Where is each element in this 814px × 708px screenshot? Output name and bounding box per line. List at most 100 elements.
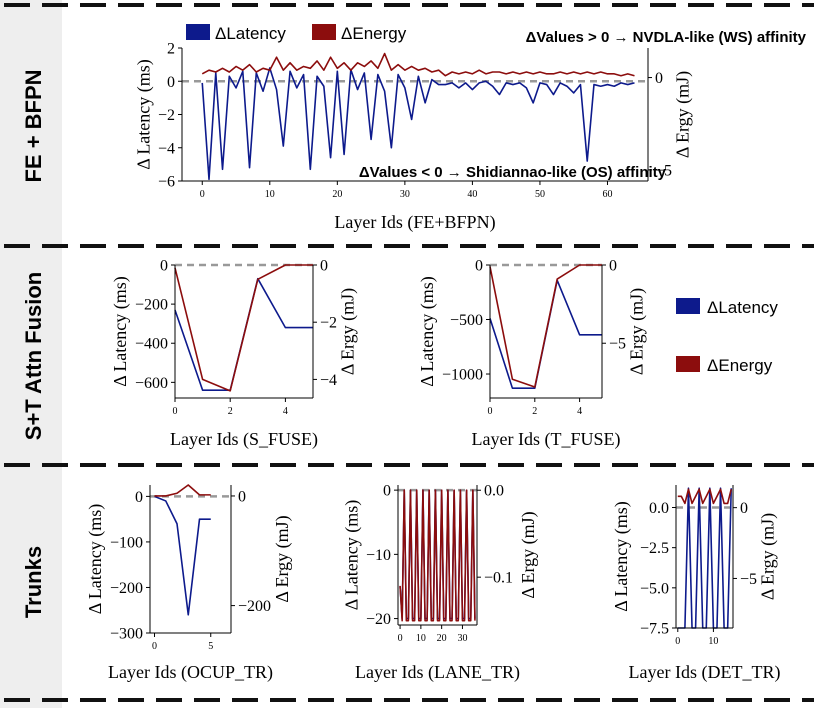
x-tick-label: 0 — [488, 406, 493, 417]
y-tick-label: 0 — [383, 483, 391, 500]
y-tick-label: 0.0 — [649, 500, 669, 517]
y-tick-label: 0 — [475, 258, 483, 275]
x-axis-label: Layer Ids (DET_TR) — [629, 662, 781, 683]
chart-t-fuse: 0 2 4 0 −500 −1000 0 −5 Layer Ids (T_FUSE) Δ Late… — [417, 258, 647, 451]
y2-tick-label: 0 — [609, 258, 617, 275]
y-tick-label: 2 — [167, 41, 175, 58]
y2-axis-label: Δ Ergy (mJ) — [518, 511, 539, 598]
x-tick-label: 40 — [467, 189, 477, 200]
y-tick-label: −1000 — [442, 367, 483, 384]
y-tick-label: −6 — [158, 174, 175, 191]
y2-tick-label: 0 — [740, 500, 748, 517]
chart-ocup-tr: 0 5 0 −100 −200 −300 0 −200 Layer Ids (OCUP_TR) Δ… — [85, 484, 293, 683]
y2-tick-label: −200 — [238, 598, 271, 615]
y-tick-label: −200 — [110, 580, 143, 597]
y2-tick-label: −5 — [740, 571, 757, 588]
x-tick-label: 30 — [400, 189, 410, 200]
y2-tick-label: −5 — [655, 162, 672, 179]
annotation-negative: ΔValues < 0 → Shidiannao-like (OS) affin… — [359, 164, 667, 181]
series-line-latency — [201, 67, 635, 181]
x-tick-label: 4 — [283, 406, 288, 417]
top-legend: ΔLatency ΔEnergy — [186, 24, 407, 43]
y-tick-label: −2.5 — [640, 540, 669, 557]
y2-axis-label: Δ Ergy (mJ) — [337, 288, 358, 375]
x-axis-label: Layer Ids (OCUP_TR) — [108, 662, 273, 683]
y2-axis-label: Δ Ergy (mJ) — [672, 71, 693, 158]
chart-lane-tr: 0 10 20 30 0 −10 −20 0.0 −0.1 Layer Ids (LANE_TR)… — [341, 483, 538, 683]
section-label-fe-bfpn: FE + BFPN — [21, 69, 46, 182]
y-axis-label: Δ Latency (ms) — [341, 500, 362, 611]
y2-axis-label: Δ Ergy (mJ) — [757, 513, 778, 600]
series-line-latency — [154, 495, 211, 616]
y2-tick-label: 0 — [655, 70, 663, 87]
x-tick-label: 10 — [416, 633, 426, 644]
x-tick-label: 30 — [457, 633, 467, 644]
annotation-positive: ΔValues > 0 → NVDLA-like (WS) affinity — [526, 29, 807, 46]
y2-axis-label: Δ Ergy (mJ) — [272, 515, 293, 602]
y-tick-label: −500 — [450, 312, 483, 329]
y-tick-label: −7.5 — [640, 621, 669, 638]
x-axis-label: Layer Ids (LANE_TR) — [355, 662, 520, 683]
x-axis-label: Layer Ids (FE+BFPN) — [334, 212, 495, 233]
x-tick-label: 10 — [265, 189, 275, 200]
series-line-energy — [201, 52, 635, 77]
x-tick-label: 2 — [532, 406, 537, 417]
y2-axis-label: Δ Ergy (mJ) — [626, 288, 647, 375]
x-tick-label: 2 — [228, 406, 233, 417]
y-axis-label: Δ Latency (ms) — [611, 501, 632, 612]
y-tick-label: −10 — [366, 547, 391, 564]
y-tick-label: −100 — [110, 534, 143, 551]
series-line-energy — [154, 484, 211, 497]
x-tick-label: 5 — [208, 641, 213, 652]
y-tick-label: −2 — [158, 107, 175, 124]
x-tick-label: 4 — [577, 406, 582, 417]
y-tick-label: −400 — [135, 336, 168, 353]
legend-energy-label: ΔEnergy — [341, 24, 407, 43]
y2-tick-label: 0.0 — [484, 483, 504, 500]
y-axis-label: Δ Latency (ms) — [110, 276, 131, 387]
chart-s-fuse: 0 2 4 0 −200 −400 −600 0 −2 −4 Layer Ids (S_FUSE) Δ… — [110, 258, 358, 451]
y-axis-label: Δ Latency (ms) — [417, 276, 438, 387]
y-tick-label: −600 — [135, 375, 168, 392]
legend-latency-swatch — [186, 24, 210, 40]
y-axis-label: Δ Latency (ms) — [85, 504, 106, 615]
x-tick-label: 50 — [535, 189, 545, 200]
x-axis-label: Layer Ids (S_FUSE) — [170, 429, 318, 450]
y-tick-label: −300 — [110, 626, 143, 643]
y-tick-label: 0 — [160, 258, 168, 275]
x-tick-label: 20 — [332, 189, 342, 200]
y2-tick-label: −5 — [609, 336, 626, 353]
series-line-latency — [677, 487, 733, 629]
x-tick-label: 60 — [602, 189, 612, 200]
section-label-trunks: Trunks — [21, 546, 46, 618]
y-tick-label: −20 — [366, 611, 391, 628]
legend-latency-label: ΔLatency — [215, 24, 286, 43]
y-tick-label: −4 — [158, 140, 175, 157]
x-tick-label: 0 — [200, 189, 205, 200]
y2-tick-label: 0 — [238, 488, 246, 505]
x-tick-label: 0 — [675, 636, 680, 647]
side-legend: ΔLatency ΔEnergy — [676, 298, 778, 375]
y2-tick-label: −0.1 — [484, 570, 513, 587]
y-tick-label: 0 — [135, 489, 143, 506]
y2-tick-label: −4 — [320, 372, 337, 389]
y-tick-label: −200 — [135, 297, 168, 314]
side-legend-latency-swatch — [676, 298, 700, 314]
x-tick-label: 10 — [708, 636, 718, 647]
chart-det-tr: 0 10 0.0 −2.5 −5.0 −7.5 0 −5 Layer Ids (DET_TR) Δ… — [611, 485, 780, 683]
y-axis-label: Δ Latency (ms) — [134, 59, 155, 170]
series-line-energy — [174, 264, 313, 392]
section-label-st-attn-fusion: S+T Attn Fusion — [21, 272, 46, 440]
legend-energy-swatch — [312, 24, 336, 40]
series-line-energy — [399, 489, 476, 622]
side-legend-energy-label: ΔEnergy — [707, 356, 773, 375]
side-legend-energy-swatch — [676, 356, 700, 372]
x-axis-label: Layer Ids (T_FUSE) — [472, 429, 621, 450]
y2-tick-label: −2 — [320, 315, 337, 332]
y-tick-label: 0 — [167, 74, 175, 91]
x-tick-label: 0 — [152, 641, 157, 652]
series-line-energy — [677, 488, 732, 505]
section-separators — [4, 3, 814, 702]
x-tick-label: 0 — [398, 633, 403, 644]
